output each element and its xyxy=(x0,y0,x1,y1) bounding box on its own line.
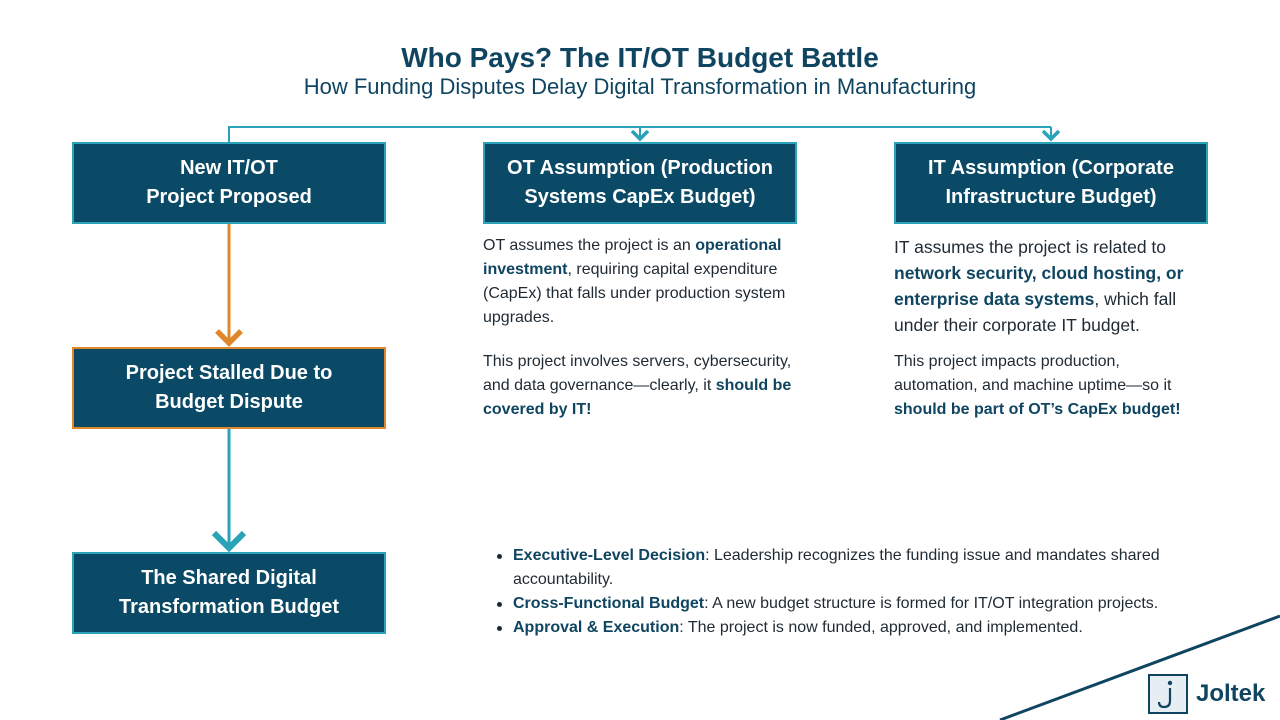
it-p1-text-a: IT assumes the project is related to xyxy=(894,237,1167,257)
it-paragraph-1: IT assumes the project is related to net… xyxy=(894,234,1204,338)
box-shared-budget: The Shared Digital Transformation Budget xyxy=(72,552,386,634)
box-project-proposed: New IT/OT Project Proposed xyxy=(72,142,386,224)
it-p2-text-a: This project impacts production, automat… xyxy=(894,353,1172,394)
joltek-logo: Joltek xyxy=(1148,674,1265,714)
ot-p1-text-c: , requiring capital expenditure (CapEx) … xyxy=(483,261,786,326)
ot-p1-text-a: OT assumes the project is an xyxy=(483,237,696,254)
page-subtitle: How Funding Disputes Delay Digital Trans… xyxy=(303,74,977,99)
ot-assumption-text: OT assumes the project is an operational… xyxy=(483,234,803,422)
it-p1-text-c: , which fall under their corporate IT bu… xyxy=(894,289,1177,335)
box-project-stalled-line2: Budget Dispute xyxy=(155,391,303,413)
box-ot-assumption: OT Assumption (Production Systems CapEx … xyxy=(483,142,797,224)
logo-name: Joltek xyxy=(1196,680,1266,707)
ot-paragraph-1: OT assumes the project is an operational… xyxy=(483,234,803,330)
box-it-assumption-line2: Infrastructure Budget) xyxy=(945,186,1157,208)
it-p1-bold: network security, cloud hosting, or ente… xyxy=(894,263,1184,309)
top-connector xyxy=(228,126,1051,142)
ot-paragraph-2: This project involves servers, cybersecu… xyxy=(483,350,803,422)
ot-p1-bold: operational investment xyxy=(483,237,782,278)
page-title: Who Pays? The IT/OT Budget Battle xyxy=(401,42,879,73)
it-assumption-text: IT assumes the project is related to net… xyxy=(894,234,1204,422)
ot-p2-bold: should be covered by IT! xyxy=(483,377,792,418)
box-it-assumption-line1: IT Assumption (Corporate xyxy=(928,157,1174,179)
bullet-approval-execution: Approval & Execution: The project is now… xyxy=(495,616,1225,640)
bullet-cross-functional-budget: Cross-Functional Budget: A new budget st… xyxy=(495,592,1225,616)
ot-p2-text-a: This project involves servers, cybersecu… xyxy=(483,353,792,394)
box-project-proposed-line2: Project Proposed xyxy=(146,186,312,208)
bullet-executive-decision: Executive-Level Decision: Leadership rec… xyxy=(495,544,1225,592)
bullet-label: Cross-Functional Budget xyxy=(513,595,705,612)
it-paragraph-2: This project impacts production, automat… xyxy=(894,350,1204,422)
bullet-text: : A new budget structure is formed for I… xyxy=(704,595,1159,612)
it-p2-bold: should be part of OT’s CapEx budget! xyxy=(894,401,1181,418)
box-shared-budget-line2: Transformation Budget xyxy=(118,596,339,618)
box-shared-budget-line1: The Shared Digital xyxy=(141,567,317,589)
box-ot-assumption-line1: OT Assumption (Production xyxy=(507,157,773,179)
bullet-text: : Leadership recognizes the funding issu… xyxy=(513,547,1160,588)
box-project-proposed-line1: New IT/OT xyxy=(180,157,278,179)
resolution-bullets: Executive-Level Decision: Leadership rec… xyxy=(495,544,1225,640)
logo-mark-icon xyxy=(1148,674,1188,714)
bullet-label: Executive-Level Decision xyxy=(513,547,706,564)
box-project-stalled: Project Stalled Due to Budget Dispute xyxy=(72,347,386,429)
box-it-assumption: IT Assumption (Corporate Infrastructure … xyxy=(894,142,1208,224)
box-ot-assumption-line2: Systems CapEx Budget) xyxy=(524,186,756,208)
bullet-label: Approval & Execution xyxy=(513,619,680,636)
bullet-text: : The project is now funded, approved, a… xyxy=(679,619,1083,636)
box-project-stalled-line1: Project Stalled Due to xyxy=(125,362,333,384)
